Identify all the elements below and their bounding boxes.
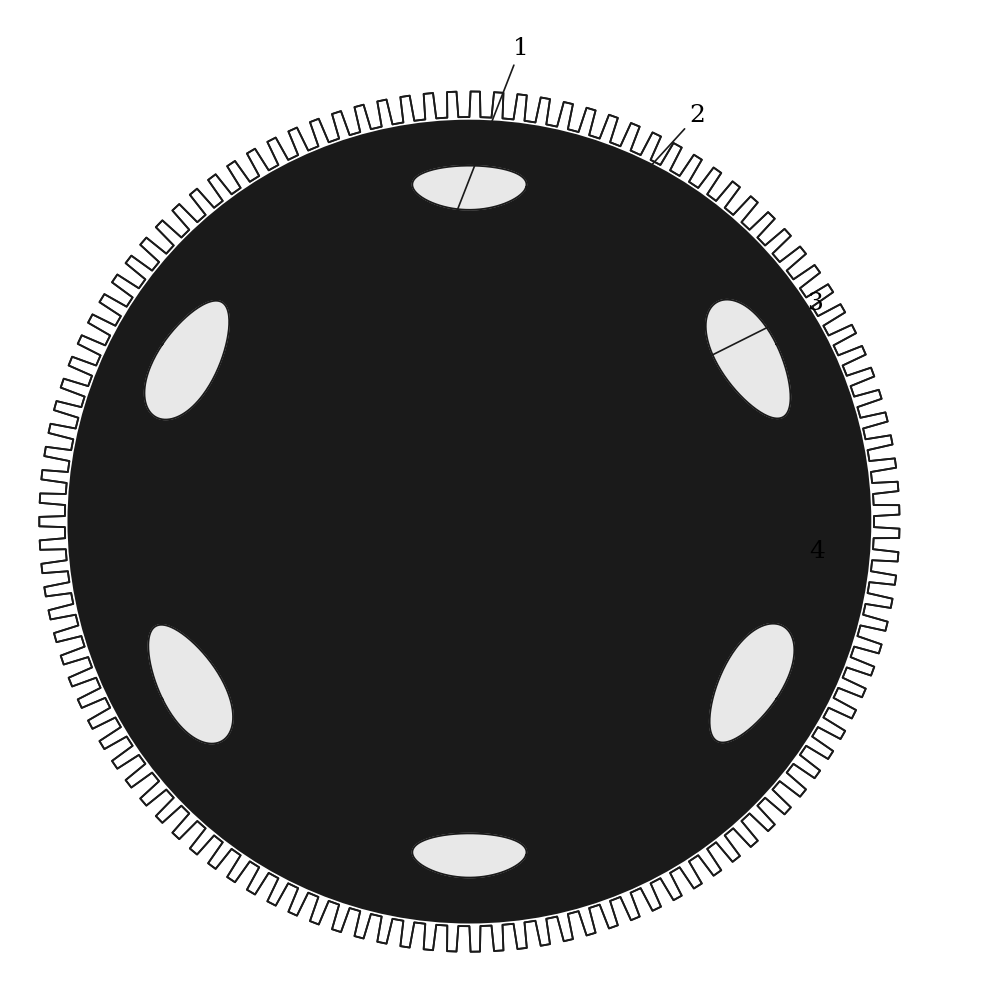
Circle shape [227,376,252,402]
Circle shape [94,146,845,897]
Circle shape [690,374,716,399]
Circle shape [69,121,870,922]
Circle shape [690,644,716,669]
Polygon shape [39,91,900,952]
Circle shape [104,156,835,887]
Circle shape [364,544,413,593]
Circle shape [445,404,494,453]
Circle shape [457,774,482,800]
Circle shape [525,450,574,500]
Circle shape [86,139,852,905]
Polygon shape [706,300,791,418]
Text: 3: 3 [690,292,823,366]
Circle shape [223,644,248,669]
Circle shape [457,244,482,269]
Circle shape [227,641,252,667]
Polygon shape [144,301,229,420]
Polygon shape [412,833,526,878]
Circle shape [445,590,494,639]
Circle shape [244,296,695,747]
Polygon shape [412,166,526,210]
Circle shape [77,129,862,914]
Text: 1: 1 [443,37,528,247]
Circle shape [686,376,712,402]
Circle shape [412,465,526,579]
Circle shape [352,404,587,639]
Text: 2: 2 [617,104,705,203]
Text: 4: 4 [704,491,825,563]
Polygon shape [148,625,233,744]
Circle shape [223,374,248,399]
Circle shape [686,641,712,667]
Circle shape [457,224,482,250]
Circle shape [364,450,413,500]
Polygon shape [710,624,794,742]
Circle shape [457,794,482,819]
Circle shape [525,544,574,593]
